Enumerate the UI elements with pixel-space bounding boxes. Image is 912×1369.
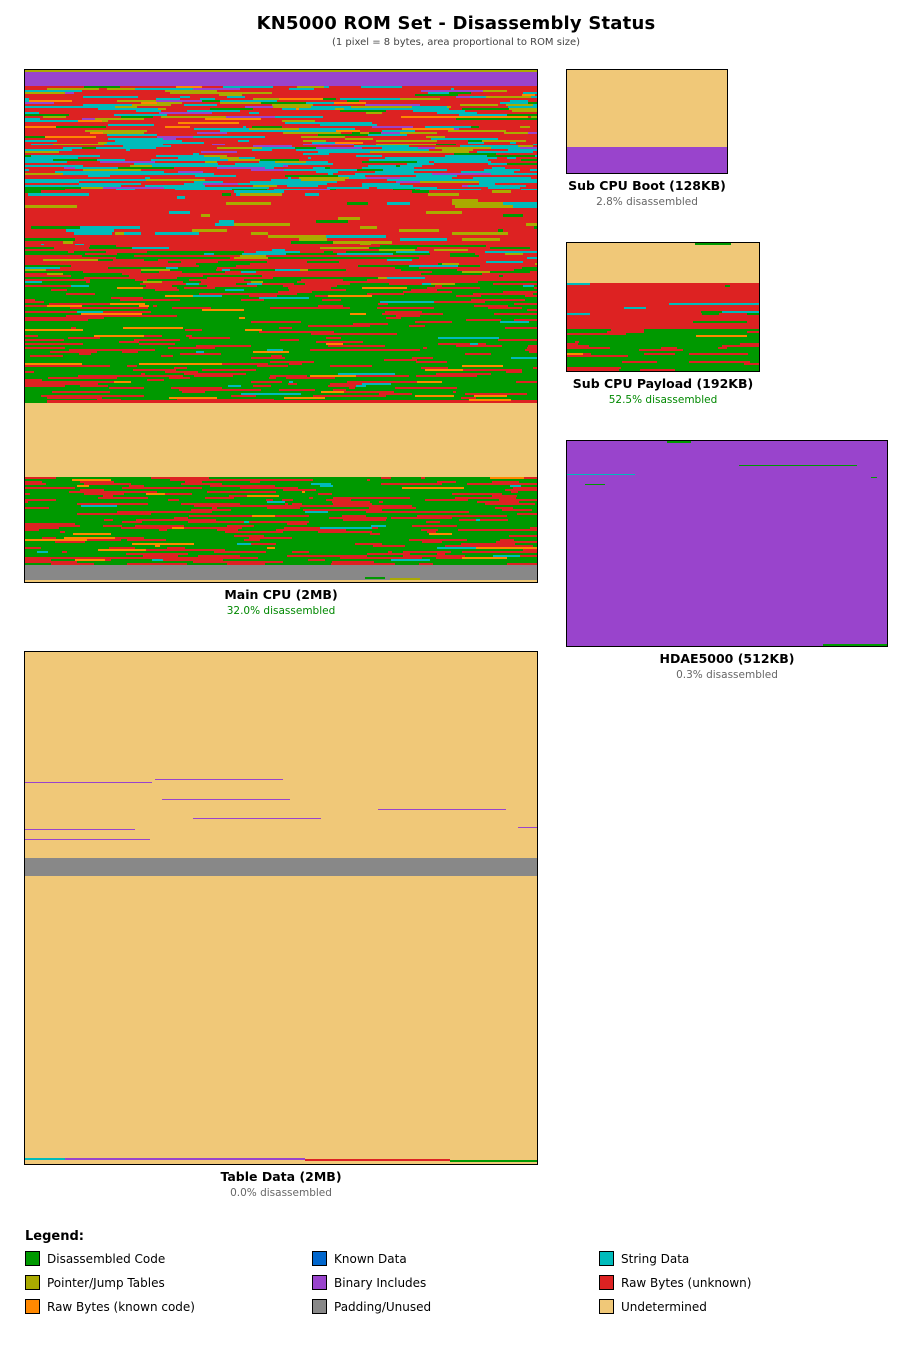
legend-label: Known Data: [334, 1252, 407, 1266]
rom-map-hdae5000: [566, 440, 888, 647]
legend-label: String Data: [621, 1252, 690, 1266]
legend-label: Binary Includes: [334, 1276, 427, 1290]
rom-map-sub-cpu-boot: [566, 69, 728, 174]
legend-label: Raw Bytes (known code): [47, 1300, 195, 1314]
legend-swatch: [599, 1251, 614, 1266]
legend-swatch: [25, 1251, 40, 1266]
rom-map-sub-cpu-boot-canvas: [567, 70, 727, 173]
rom-name-main-cpu: Main CPU (2MB): [224, 587, 338, 602]
rom-status-main-cpu: 32.0% disassembled: [226, 605, 336, 617]
legend-swatch: [312, 1299, 327, 1314]
rom-status-table-data: 0.0% disassembled: [230, 1187, 332, 1199]
rom-map-main-cpu: [24, 69, 538, 583]
rom-name-table-data: Table Data (2MB): [220, 1169, 342, 1184]
legend-label: Undetermined: [621, 1300, 707, 1314]
legend-swatch: [25, 1275, 40, 1290]
legend-swatch: [599, 1299, 614, 1314]
rom-status-hdae5000: 0.3% disassembled: [676, 669, 778, 681]
page-subtitle: (1 pixel = 8 bytes, area proportional to…: [331, 37, 581, 48]
rom-name-sub-cpu-payload: Sub CPU Payload (192KB): [572, 376, 754, 391]
rom-map-sub-cpu-payload-canvas: [567, 243, 759, 371]
rom-map-sub-cpu-payload: [566, 242, 760, 372]
legend-title: Legend:: [25, 1229, 84, 1244]
rom-status-sub-cpu-payload: 52.5% disassembled: [608, 394, 718, 406]
legend-label: Pointer/Jump Tables: [47, 1276, 165, 1290]
legend-label: Disassembled Code: [47, 1252, 166, 1266]
rom-name-hdae5000: HDAE5000 (512KB): [659, 651, 795, 666]
rom-map-main-cpu-canvas: [25, 70, 537, 582]
rom-map-table-data-canvas: [25, 652, 537, 1164]
rom-status-sub-cpu-boot: 2.8% disassembled: [596, 196, 698, 208]
rom-map-table-data: [24, 651, 538, 1165]
rom-name-sub-cpu-boot: Sub CPU Boot (128KB): [568, 178, 726, 193]
page-title: KN5000 ROM Set - Disassembly Status: [256, 13, 656, 34]
legend-label: Raw Bytes (unknown): [621, 1276, 752, 1290]
legend-swatch: [312, 1275, 327, 1290]
legend-label: Padding/Unused: [334, 1300, 432, 1314]
legend-swatch: [25, 1299, 40, 1314]
legend-swatch: [599, 1275, 614, 1290]
legend-swatch: [312, 1251, 327, 1266]
rom-map-hdae5000-canvas: [567, 441, 887, 646]
